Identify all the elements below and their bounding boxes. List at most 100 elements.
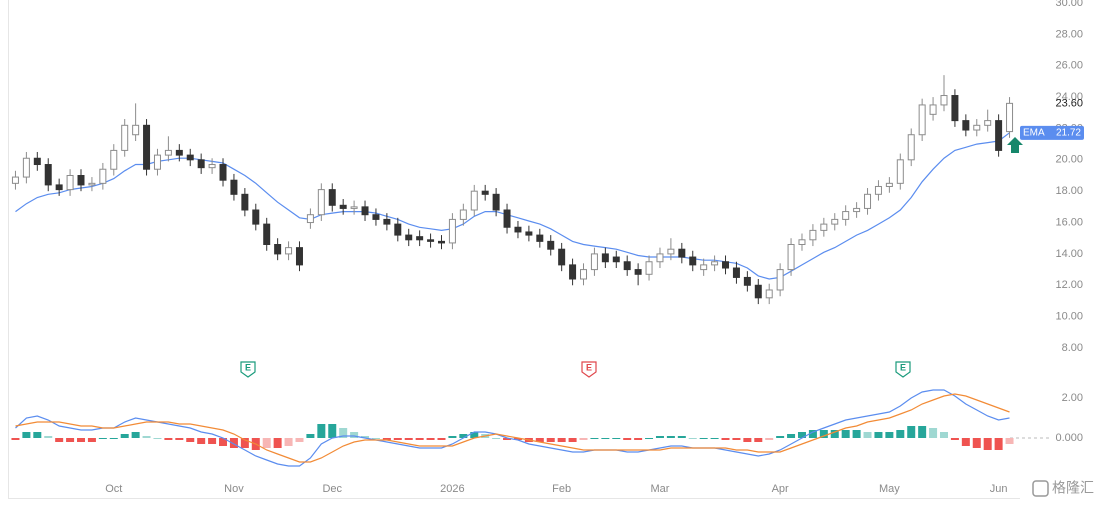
y-tick-label: 18.00 bbox=[1055, 185, 1083, 197]
watermark: 格隆汇 bbox=[1032, 480, 1094, 497]
candle-body bbox=[700, 264, 708, 271]
histogram-bar bbox=[175, 438, 184, 440]
candle-body bbox=[1006, 102, 1014, 133]
candle-body bbox=[973, 124, 981, 131]
earnings-marker[interactable]: E bbox=[240, 361, 256, 378]
histogram-bar bbox=[819, 430, 828, 438]
candle-body bbox=[776, 269, 784, 291]
candle-body bbox=[929, 104, 937, 115]
histogram-bar bbox=[55, 438, 64, 442]
candle-body bbox=[416, 236, 424, 241]
candle-body bbox=[962, 120, 970, 131]
histogram-bar bbox=[645, 438, 654, 439]
candle-body bbox=[88, 182, 96, 186]
histogram-bar bbox=[743, 438, 752, 442]
histogram-bar bbox=[907, 426, 916, 438]
histogram-bar bbox=[863, 432, 872, 438]
candle-body bbox=[612, 256, 620, 263]
watermark-text: 格隆汇 bbox=[1052, 480, 1094, 496]
histogram-bar bbox=[153, 438, 162, 439]
candle-body bbox=[361, 206, 369, 216]
histogram-bar bbox=[22, 432, 31, 438]
earnings-marker[interactable]: E bbox=[895, 361, 911, 378]
histogram-bar bbox=[535, 438, 544, 442]
histogram-bar bbox=[918, 426, 927, 438]
x-tick-label: 2026 bbox=[440, 483, 464, 495]
candle-body bbox=[383, 218, 391, 225]
candle-body bbox=[77, 175, 85, 186]
marker-shape bbox=[581, 361, 597, 378]
candle-body bbox=[514, 226, 522, 233]
x-tick-label: Feb bbox=[552, 483, 571, 495]
earnings-marker[interactable]: E bbox=[581, 361, 597, 378]
histogram-bar bbox=[470, 432, 479, 438]
candle-body bbox=[820, 223, 828, 231]
histogram-bar bbox=[513, 438, 522, 440]
histogram-bar bbox=[404, 438, 413, 440]
histogram-bar bbox=[44, 436, 53, 438]
candle-body bbox=[33, 157, 41, 166]
marker-shape bbox=[895, 361, 911, 378]
histogram-bar bbox=[328, 424, 337, 438]
candle-body bbox=[372, 214, 380, 220]
candle-body bbox=[951, 95, 959, 122]
histogram-bar bbox=[787, 434, 796, 438]
candle-body bbox=[743, 276, 751, 286]
line bbox=[15, 132, 1010, 280]
histogram-bar bbox=[219, 438, 228, 446]
x-tick-label: Mar bbox=[650, 483, 669, 495]
candle-body bbox=[427, 239, 435, 242]
marker-shape bbox=[240, 361, 256, 378]
histogram-bar bbox=[896, 430, 905, 438]
candle-body bbox=[22, 157, 30, 178]
marker-label: E bbox=[900, 362, 906, 372]
histogram-bar bbox=[142, 436, 151, 438]
histogram-bar bbox=[262, 438, 271, 448]
y-tick-label: 20.00 bbox=[1055, 154, 1083, 166]
candle-body bbox=[317, 189, 325, 216]
histogram-bar bbox=[164, 438, 173, 440]
candle-body bbox=[874, 185, 882, 195]
histogram-bar bbox=[1005, 438, 1014, 444]
histogram-bar bbox=[710, 438, 719, 439]
histogram-bar bbox=[339, 428, 348, 438]
histogram-bar bbox=[841, 430, 850, 438]
candle-body bbox=[448, 218, 456, 244]
x-tick-label: Apr bbox=[772, 483, 789, 495]
histogram-bar bbox=[634, 438, 643, 440]
histogram-bar bbox=[11, 438, 20, 440]
histogram-bar bbox=[677, 436, 686, 438]
candle-body bbox=[601, 253, 609, 263]
histogram-bar bbox=[612, 438, 621, 439]
candle-body bbox=[55, 184, 63, 191]
histogram-bar bbox=[601, 438, 610, 439]
signal-arrow bbox=[1007, 137, 1023, 153]
histogram-bar bbox=[852, 430, 861, 438]
histogram-bar bbox=[732, 438, 741, 440]
candle-body bbox=[306, 214, 314, 224]
candle-body bbox=[623, 261, 631, 271]
histogram-bar bbox=[131, 432, 140, 438]
histogram-bar bbox=[874, 432, 883, 438]
histogram-bar bbox=[120, 434, 129, 438]
histogram-bar bbox=[98, 438, 107, 439]
candle-body bbox=[711, 261, 719, 266]
histogram-bar bbox=[808, 430, 817, 438]
histogram-bar bbox=[208, 438, 217, 444]
x-tick-label: Oct bbox=[105, 483, 122, 495]
histogram-bar bbox=[295, 438, 304, 442]
candle-body bbox=[853, 207, 861, 213]
candle-body bbox=[437, 240, 445, 244]
candle-body bbox=[274, 244, 282, 255]
watermark-logo bbox=[1032, 480, 1049, 497]
y-tick-label: 2.00 bbox=[1062, 392, 1083, 404]
candle-body bbox=[590, 253, 598, 271]
candle-body bbox=[732, 267, 740, 278]
histogram-bar bbox=[393, 438, 402, 440]
candle-body bbox=[787, 244, 795, 271]
y-tick-label: 8.00 bbox=[1062, 342, 1083, 354]
histogram-bar bbox=[317, 424, 326, 438]
histogram-bar bbox=[240, 438, 249, 448]
line bbox=[15, 393, 1010, 463]
